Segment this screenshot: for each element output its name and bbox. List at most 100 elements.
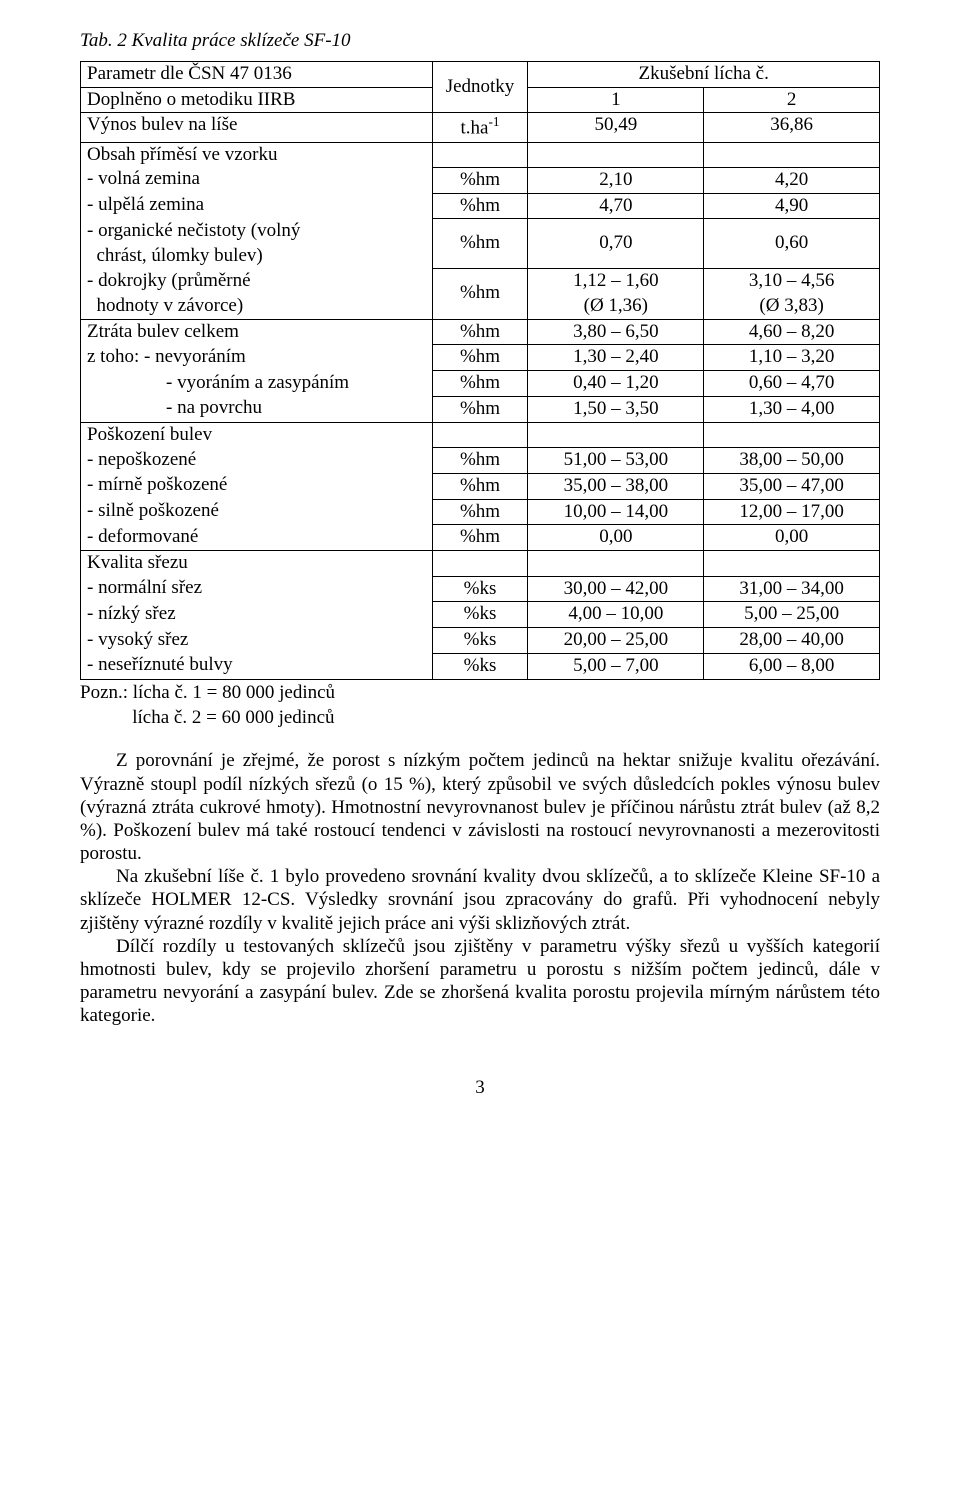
loss-total-label: Ztráta bulev celkem [81,319,433,345]
cut-unit-empty [432,551,528,576]
damage-v1-empty [528,422,704,447]
row-free-soil: - volná zemina %hm 2,10 4,20 [81,167,880,193]
dmg-mild-label: - mírně poškozené [81,473,433,499]
admixture-label: Obsah příměsí ve vzorku [81,142,433,167]
free-soil-label: - volná zemina [81,167,433,193]
cut-norm-unit: %ks [432,576,528,602]
loss-vyor-v2: 0,60 – 4,70 [704,371,880,397]
loss-vyor-unit: %hm [432,371,528,397]
row-dmg-mild: - mírně poškozené %hm 35,00 – 38,00 35,0… [81,473,880,499]
row-damage: Poškození bulev [81,422,880,447]
loss-total-v2: 4,60 – 8,20 [704,319,880,345]
adhered-soil-v1: 4,70 [528,193,704,219]
page: Tab. 2 Kvalita práce sklízeče SF-10 Para… [0,0,960,1130]
yield-v1: 50,49 [528,113,704,142]
admixture-v2-empty [704,142,880,167]
loss-vyor-text: - vyoráním a zasypáním [166,372,349,393]
loss-nev-v2: 1,10 – 3,20 [704,345,880,371]
dokrojky-line1: - dokrojky (průměrné [81,269,433,294]
row-loss-nev: z toho: - nevyoráním %hm 1,30 – 2,40 1,1… [81,345,880,371]
loss-pov-label: z toho: - na povrchu [81,396,433,422]
organic-v1: 0,70 [528,219,704,269]
adhered-soil-label: - ulpělá zemina [81,193,433,219]
header-param-line2: Doplněno o metodiku IIRB [81,87,433,113]
dmg-mild-unit: %hm [432,473,528,499]
cut-low-label: - nízký sřez [81,602,433,628]
yield-unit-sup: -1 [488,114,499,129]
row-yield: Výnos bulev na líše t.ha-1 50,49 36,86 [81,113,880,142]
note-line1: Pozn.: lícha č. 1 = 80 000 jedinců [80,682,880,705]
cut-label: Kvalita sřezu [81,551,433,576]
row-admixture: Obsah příměsí ve vzorku [81,142,880,167]
dokrojky-unit: %hm [432,269,528,320]
loss-pov-unit: %hm [432,396,528,422]
row-dmg-heavy: - silně poškozené %hm 10,00 – 14,00 12,0… [81,499,880,525]
admixture-unit-empty [432,142,528,167]
header-col1: 1 [528,87,704,113]
dmg-heavy-unit: %hm [432,499,528,525]
free-soil-v1: 2,10 [528,167,704,193]
row-cut-low: - nízký sřez %ks 4,00 – 10,00 5,00 – 25,… [81,602,880,628]
dokrojky-v2a: 3,10 – 4,56 [704,269,880,294]
row-adhered-soil: - ulpělá zemina %hm 4,70 4,90 [81,193,880,219]
organic-line1: - organické nečistoty (volný [81,219,433,244]
dokrojky-v2b: (Ø 3,83) [704,294,880,319]
cut-high-unit: %ks [432,628,528,654]
row-loss-pov: z toho: - na povrchu %hm 1,50 – 3,50 1,3… [81,396,880,422]
row-cut-high: - vysoký sřez %ks 20,00 – 25,00 28,00 – … [81,628,880,654]
header-unit: Jednotky [432,61,528,113]
row-cut-norm: - normální sřez %ks 30,00 – 42,00 31,00 … [81,576,880,602]
cut-norm-v2: 31,00 – 34,00 [704,576,880,602]
row-cut-uncut: - neseříznuté bulvy %ks 5,00 – 7,00 6,00… [81,653,880,679]
dmg-deform-label: - deformované [81,525,433,551]
dokrojky-line2: hodnoty v závorce) [81,294,433,319]
dmg-none-v1: 51,00 – 53,00 [528,448,704,474]
row-organic-1: - organické nečistoty (volný %hm 0,70 0,… [81,219,880,244]
row-loss-total: Ztráta bulev celkem %hm 3,80 – 6,50 4,60… [81,319,880,345]
paragraph-1: Z porovnání je zřejmé, že porost s nízký… [80,749,880,865]
cut-v2-empty [704,551,880,576]
paragraph-3: Dílčí rozdíly u testovaných sklízečů jso… [80,935,880,1028]
cut-low-v1: 4,00 – 10,00 [528,602,704,628]
row-dmg-none: - nepoškozené %hm 51,00 – 53,00 38,00 – … [81,448,880,474]
header-row-1: Parametr dle ČSN 47 0136 Jednotky Zkušeb… [81,61,880,87]
header-col2: 2 [704,87,880,113]
dmg-mild-v2: 35,00 – 47,00 [704,473,880,499]
free-soil-unit: %hm [432,167,528,193]
dmg-none-unit: %hm [432,448,528,474]
organic-v2: 0,60 [704,219,880,269]
dmg-heavy-v2: 12,00 – 17,00 [704,499,880,525]
admixture-v1-empty [528,142,704,167]
cut-uncut-v1: 5,00 – 7,00 [528,653,704,679]
damage-unit-empty [432,422,528,447]
organic-line2: chrást, úlomky bulev) [81,244,433,269]
adhered-soil-unit: %hm [432,193,528,219]
dmg-deform-v1: 0,00 [528,525,704,551]
table-title: Tab. 2 Kvalita práce sklízeče SF-10 [80,30,880,53]
cut-uncut-unit: %ks [432,653,528,679]
cut-v1-empty [528,551,704,576]
loss-pov-text: - na povrchu [166,397,262,418]
dokrojky-v1a: 1,12 – 1,60 [528,269,704,294]
loss-nev-label: z toho: - nevyoráním [81,345,433,371]
row-dokrojky-1: - dokrojky (průměrné %hm 1,12 – 1,60 3,1… [81,269,880,294]
cut-low-v2: 5,00 – 25,00 [704,602,880,628]
yield-v2: 36,86 [704,113,880,142]
cut-uncut-label: - neseříznuté bulvy [81,653,433,679]
dmg-deform-v2: 0,00 [704,525,880,551]
yield-unit-pre: t.ha [460,118,488,139]
page-number: 3 [80,1077,880,1100]
row-cut: Kvalita sřezu [81,551,880,576]
row-dmg-deform: - deformované %hm 0,00 0,00 [81,525,880,551]
dmg-deform-unit: %hm [432,525,528,551]
cut-high-v2: 28,00 – 40,00 [704,628,880,654]
data-table: Parametr dle ČSN 47 0136 Jednotky Zkušeb… [80,61,880,680]
dmg-mild-v1: 35,00 – 38,00 [528,473,704,499]
loss-nev-unit: %hm [432,345,528,371]
organic-unit: %hm [432,219,528,269]
loss-total-v1: 3,80 – 6,50 [528,319,704,345]
dokrojky-v1b: (Ø 1,36) [528,294,704,319]
dmg-none-v2: 38,00 – 50,00 [704,448,880,474]
paragraph-2: Na zkušební líše č. 1 bylo provedeno sro… [80,865,880,935]
cut-norm-v1: 30,00 – 42,00 [528,576,704,602]
